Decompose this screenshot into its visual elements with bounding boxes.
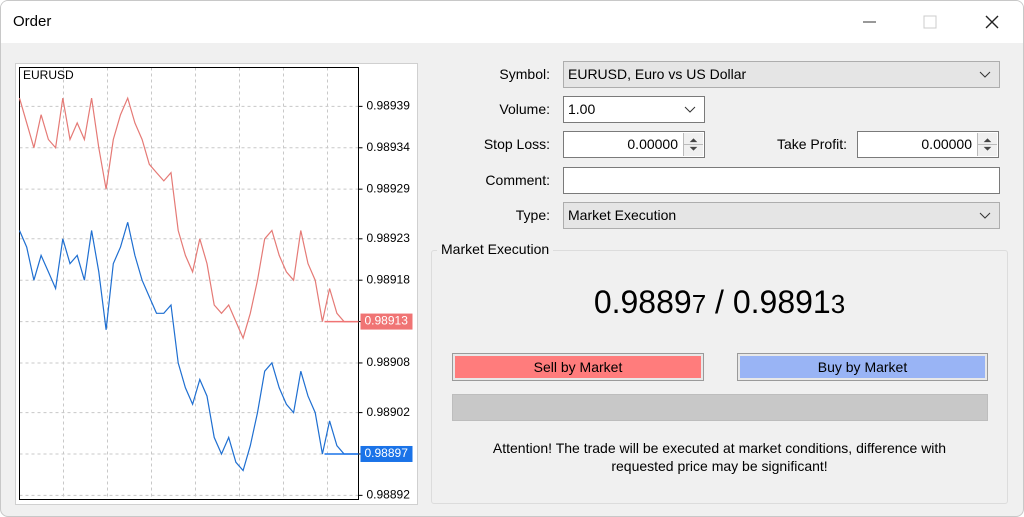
sell-button[interactable]: Sell by Market bbox=[452, 353, 704, 381]
take-profit-input[interactable]: 0.00000 bbox=[857, 131, 999, 158]
y-tick-label: 0.98929 bbox=[367, 181, 411, 195]
maximize bbox=[923, 15, 937, 29]
close[interactable] bbox=[985, 15, 999, 29]
price-badge bbox=[360, 445, 413, 462]
notice-line: Attention! The trade will be executed at… bbox=[492, 440, 947, 456]
type-select[interactable]: Market Execution bbox=[563, 202, 1000, 229]
stop-loss-value: 0.00000 bbox=[627, 136, 678, 152]
y-tick-label: 0.98934 bbox=[367, 140, 411, 154]
take-profit-label: Take Profit: bbox=[776, 136, 847, 152]
separator: / bbox=[715, 284, 724, 320]
take-profit-value: 0.00000 bbox=[921, 136, 972, 152]
price-badge-label: 0.98913 bbox=[365, 314, 409, 328]
chart-symbol: EURUSD bbox=[23, 68, 74, 82]
price-display: 0.98897 / 0.98913 bbox=[431, 284, 1008, 321]
volume-select[interactable]: 1.00 bbox=[563, 96, 705, 123]
buy-button[interactable]: Buy by Market bbox=[737, 353, 988, 381]
volume-value: 1.00 bbox=[568, 101, 596, 117]
volume-label: Volume: bbox=[499, 101, 550, 117]
price-badge-label: 0.98897 bbox=[365, 446, 409, 460]
ask-main: 0.9891 bbox=[732, 284, 831, 320]
price-badge bbox=[360, 313, 413, 330]
ask-last: 3 bbox=[830, 289, 846, 319]
y-tick-label: 0.98918 bbox=[367, 272, 411, 286]
chevron bbox=[979, 212, 991, 219]
window-controls[interactable] bbox=[861, 15, 1011, 31]
plot-frame bbox=[19, 67, 359, 500]
stop-loss-input[interactable]: 0.00000 bbox=[563, 131, 705, 158]
progress-bar bbox=[452, 394, 988, 421]
y-tick-label: 0.98902 bbox=[367, 405, 411, 419]
bid-last: 7 bbox=[691, 289, 707, 319]
window-title: Order bbox=[13, 13, 52, 30]
spinner[interactable] bbox=[683, 133, 703, 156]
execution-group bbox=[431, 250, 1008, 504]
y-tick-label: 0.98923 bbox=[367, 231, 411, 245]
type-value: Market Execution bbox=[568, 207, 677, 223]
chevron bbox=[979, 71, 991, 78]
bid-main: 0.9889 bbox=[593, 284, 692, 320]
price-line bbox=[18, 96, 359, 340]
y-tick-label: 0.98892 bbox=[367, 488, 411, 502]
chevron bbox=[684, 106, 696, 113]
comment-label: Comment: bbox=[485, 172, 550, 188]
y-tick-label: 0.98939 bbox=[367, 99, 411, 113]
stop-loss-label: Stop Loss: bbox=[483, 136, 550, 152]
chart-panel bbox=[15, 63, 418, 505]
y-tick-label: 0.98908 bbox=[367, 355, 411, 369]
notice: Attention! The trade will be executed at… bbox=[431, 439, 1008, 475]
type-label: Type: bbox=[515, 207, 550, 223]
spinner[interactable] bbox=[977, 133, 997, 156]
title-bar: Order bbox=[1, 1, 1023, 43]
price-chart: EURUSD 0.98939 0.98934 0.98929 0.98923 0.989… bbox=[15, 63, 418, 505]
comment-input[interactable] bbox=[563, 167, 1000, 194]
group-title: Market Execution bbox=[437, 241, 554, 257]
symbol-value: EURUSD, Euro vs US Dollar bbox=[568, 66, 747, 82]
price-line bbox=[18, 222, 359, 472]
notice-line: requested price may be significant! bbox=[611, 458, 828, 474]
symbol-select[interactable]: EURUSD, Euro vs US Dollar bbox=[563, 61, 1000, 88]
symbol-label: Symbol: bbox=[499, 66, 550, 82]
